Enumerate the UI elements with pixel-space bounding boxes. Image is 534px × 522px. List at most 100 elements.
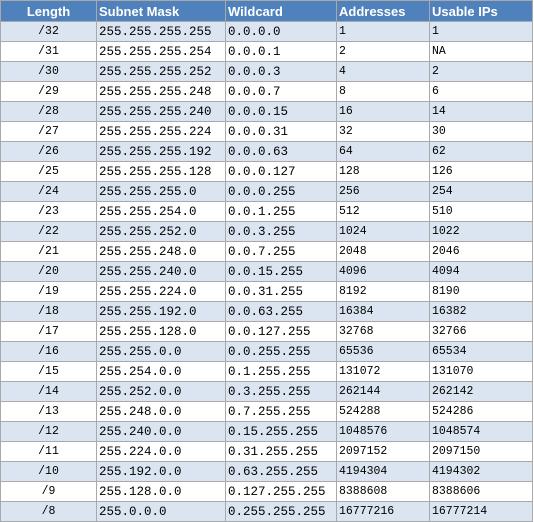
cell-wildcard[interactable]: 0.63.255.255 — [225, 461, 337, 482]
cell-subnet-mask[interactable]: 255.255.255.254 — [96, 41, 226, 62]
cell-wildcard[interactable]: 0.0.63.255 — [225, 301, 337, 322]
cell-addresses[interactable]: 8192 — [336, 281, 430, 302]
cell-length[interactable]: /21 — [0, 241, 97, 262]
cell-addresses[interactable]: 2 — [336, 41, 430, 62]
cell-addresses[interactable]: 262144 — [336, 381, 430, 402]
cell-subnet-mask[interactable]: 255.255.255.252 — [96, 61, 226, 82]
cell-length[interactable]: /26 — [0, 141, 97, 162]
cell-subnet-mask[interactable]: 255.255.255.240 — [96, 101, 226, 122]
cell-usable-ips[interactable]: 1048574 — [429, 421, 533, 442]
cell-usable-ips[interactable]: 8388606 — [429, 481, 533, 502]
header-wildcard[interactable]: Wildcard — [225, 0, 337, 22]
cell-subnet-mask[interactable]: 255.255.252.0 — [96, 221, 226, 242]
cell-addresses[interactable]: 8388608 — [336, 481, 430, 502]
cell-subnet-mask[interactable]: 255.128.0.0 — [96, 481, 226, 502]
cell-usable-ips[interactable]: 126 — [429, 161, 533, 182]
cell-addresses[interactable]: 2048 — [336, 241, 430, 262]
cell-wildcard[interactable]: 0.0.255.255 — [225, 341, 337, 362]
cell-addresses[interactable]: 32 — [336, 121, 430, 142]
cell-length[interactable]: /11 — [0, 441, 97, 462]
cell-usable-ips[interactable]: 2046 — [429, 241, 533, 262]
cell-length[interactable]: /19 — [0, 281, 97, 302]
cell-subnet-mask[interactable]: 255.255.0.0 — [96, 341, 226, 362]
cell-subnet-mask[interactable]: 255.255.224.0 — [96, 281, 226, 302]
cell-wildcard[interactable]: 0.0.0.255 — [225, 181, 337, 202]
cell-subnet-mask[interactable]: 255.192.0.0 — [96, 461, 226, 482]
cell-wildcard[interactable]: 0.127.255.255 — [225, 481, 337, 502]
cell-length[interactable]: /13 — [0, 401, 97, 422]
cell-wildcard[interactable]: 0.15.255.255 — [225, 421, 337, 442]
cell-usable-ips[interactable]: 8190 — [429, 281, 533, 302]
cell-wildcard[interactable]: 0.0.127.255 — [225, 321, 337, 342]
cell-length[interactable]: /23 — [0, 201, 97, 222]
cell-addresses[interactable]: 128 — [336, 161, 430, 182]
cell-usable-ips[interactable]: 254 — [429, 181, 533, 202]
header-usable-ips[interactable]: Usable IPs — [429, 0, 533, 22]
cell-subnet-mask[interactable]: 255.224.0.0 — [96, 441, 226, 462]
cell-subnet-mask[interactable]: 255.255.255.224 — [96, 121, 226, 142]
cell-usable-ips[interactable]: 65534 — [429, 341, 533, 362]
cell-usable-ips[interactable]: 62 — [429, 141, 533, 162]
cell-wildcard[interactable]: 0.0.3.255 — [225, 221, 337, 242]
cell-usable-ips[interactable]: 1 — [429, 21, 533, 42]
cell-usable-ips[interactable]: 524286 — [429, 401, 533, 422]
cell-addresses[interactable]: 16777216 — [336, 501, 430, 522]
cell-subnet-mask[interactable]: 255.255.248.0 — [96, 241, 226, 262]
cell-length[interactable]: /24 — [0, 181, 97, 202]
cell-addresses[interactable]: 64 — [336, 141, 430, 162]
cell-addresses[interactable]: 32768 — [336, 321, 430, 342]
cell-wildcard[interactable]: 0.0.0.7 — [225, 81, 337, 102]
cell-wildcard[interactable]: 0.0.0.15 — [225, 101, 337, 122]
cell-usable-ips[interactable]: 16777214 — [429, 501, 533, 522]
cell-subnet-mask[interactable]: 255.255.255.255 — [96, 21, 226, 42]
cell-subnet-mask[interactable]: 255.255.255.192 — [96, 141, 226, 162]
cell-usable-ips[interactable]: NA — [429, 41, 533, 62]
header-subnet-mask[interactable]: Subnet Mask — [96, 0, 226, 22]
cell-addresses[interactable]: 8 — [336, 81, 430, 102]
cell-length[interactable]: /8 — [0, 501, 97, 522]
cell-subnet-mask[interactable]: 255.240.0.0 — [96, 421, 226, 442]
cell-usable-ips[interactable]: 262142 — [429, 381, 533, 402]
cell-wildcard[interactable]: 0.0.1.255 — [225, 201, 337, 222]
cell-wildcard[interactable]: 0.0.0.127 — [225, 161, 337, 182]
cell-wildcard[interactable]: 0.0.0.0 — [225, 21, 337, 42]
cell-subnet-mask[interactable]: 255.255.255.128 — [96, 161, 226, 182]
cell-addresses[interactable]: 1048576 — [336, 421, 430, 442]
cell-usable-ips[interactable]: 32766 — [429, 321, 533, 342]
header-addresses[interactable]: Addresses — [336, 0, 430, 22]
cell-wildcard[interactable]: 0.0.31.255 — [225, 281, 337, 302]
cell-wildcard[interactable]: 0.255.255.255 — [225, 501, 337, 522]
cell-length[interactable]: /14 — [0, 381, 97, 402]
cell-subnet-mask[interactable]: 255.252.0.0 — [96, 381, 226, 402]
cell-wildcard[interactable]: 0.0.15.255 — [225, 261, 337, 282]
cell-addresses[interactable]: 4194304 — [336, 461, 430, 482]
cell-addresses[interactable]: 524288 — [336, 401, 430, 422]
cell-usable-ips[interactable]: 510 — [429, 201, 533, 222]
cell-addresses[interactable]: 1 — [336, 21, 430, 42]
cell-wildcard[interactable]: 0.3.255.255 — [225, 381, 337, 402]
cell-usable-ips[interactable]: 4094 — [429, 261, 533, 282]
cell-length[interactable]: /12 — [0, 421, 97, 442]
cell-subnet-mask[interactable]: 255.255.254.0 — [96, 201, 226, 222]
cell-addresses[interactable]: 256 — [336, 181, 430, 202]
cell-addresses[interactable]: 131072 — [336, 361, 430, 382]
cell-usable-ips[interactable]: 14 — [429, 101, 533, 122]
cell-addresses[interactable]: 1024 — [336, 221, 430, 242]
cell-subnet-mask[interactable]: 255.255.192.0 — [96, 301, 226, 322]
cell-usable-ips[interactable]: 1022 — [429, 221, 533, 242]
cell-usable-ips[interactable]: 6 — [429, 81, 533, 102]
cell-addresses[interactable]: 4 — [336, 61, 430, 82]
cell-wildcard[interactable]: 0.0.0.3 — [225, 61, 337, 82]
cell-subnet-mask[interactable]: 255.248.0.0 — [96, 401, 226, 422]
cell-wildcard[interactable]: 0.0.0.31 — [225, 121, 337, 142]
cell-addresses[interactable]: 16384 — [336, 301, 430, 322]
cell-length[interactable]: /10 — [0, 461, 97, 482]
cell-length[interactable]: /29 — [0, 81, 97, 102]
cell-addresses[interactable]: 16 — [336, 101, 430, 122]
cell-subnet-mask[interactable]: 255.255.128.0 — [96, 321, 226, 342]
cell-wildcard[interactable]: 0.7.255.255 — [225, 401, 337, 422]
cell-subnet-mask[interactable]: 255.255.255.0 — [96, 181, 226, 202]
cell-addresses[interactable]: 4096 — [336, 261, 430, 282]
cell-length[interactable]: /25 — [0, 161, 97, 182]
cell-usable-ips[interactable]: 4194302 — [429, 461, 533, 482]
